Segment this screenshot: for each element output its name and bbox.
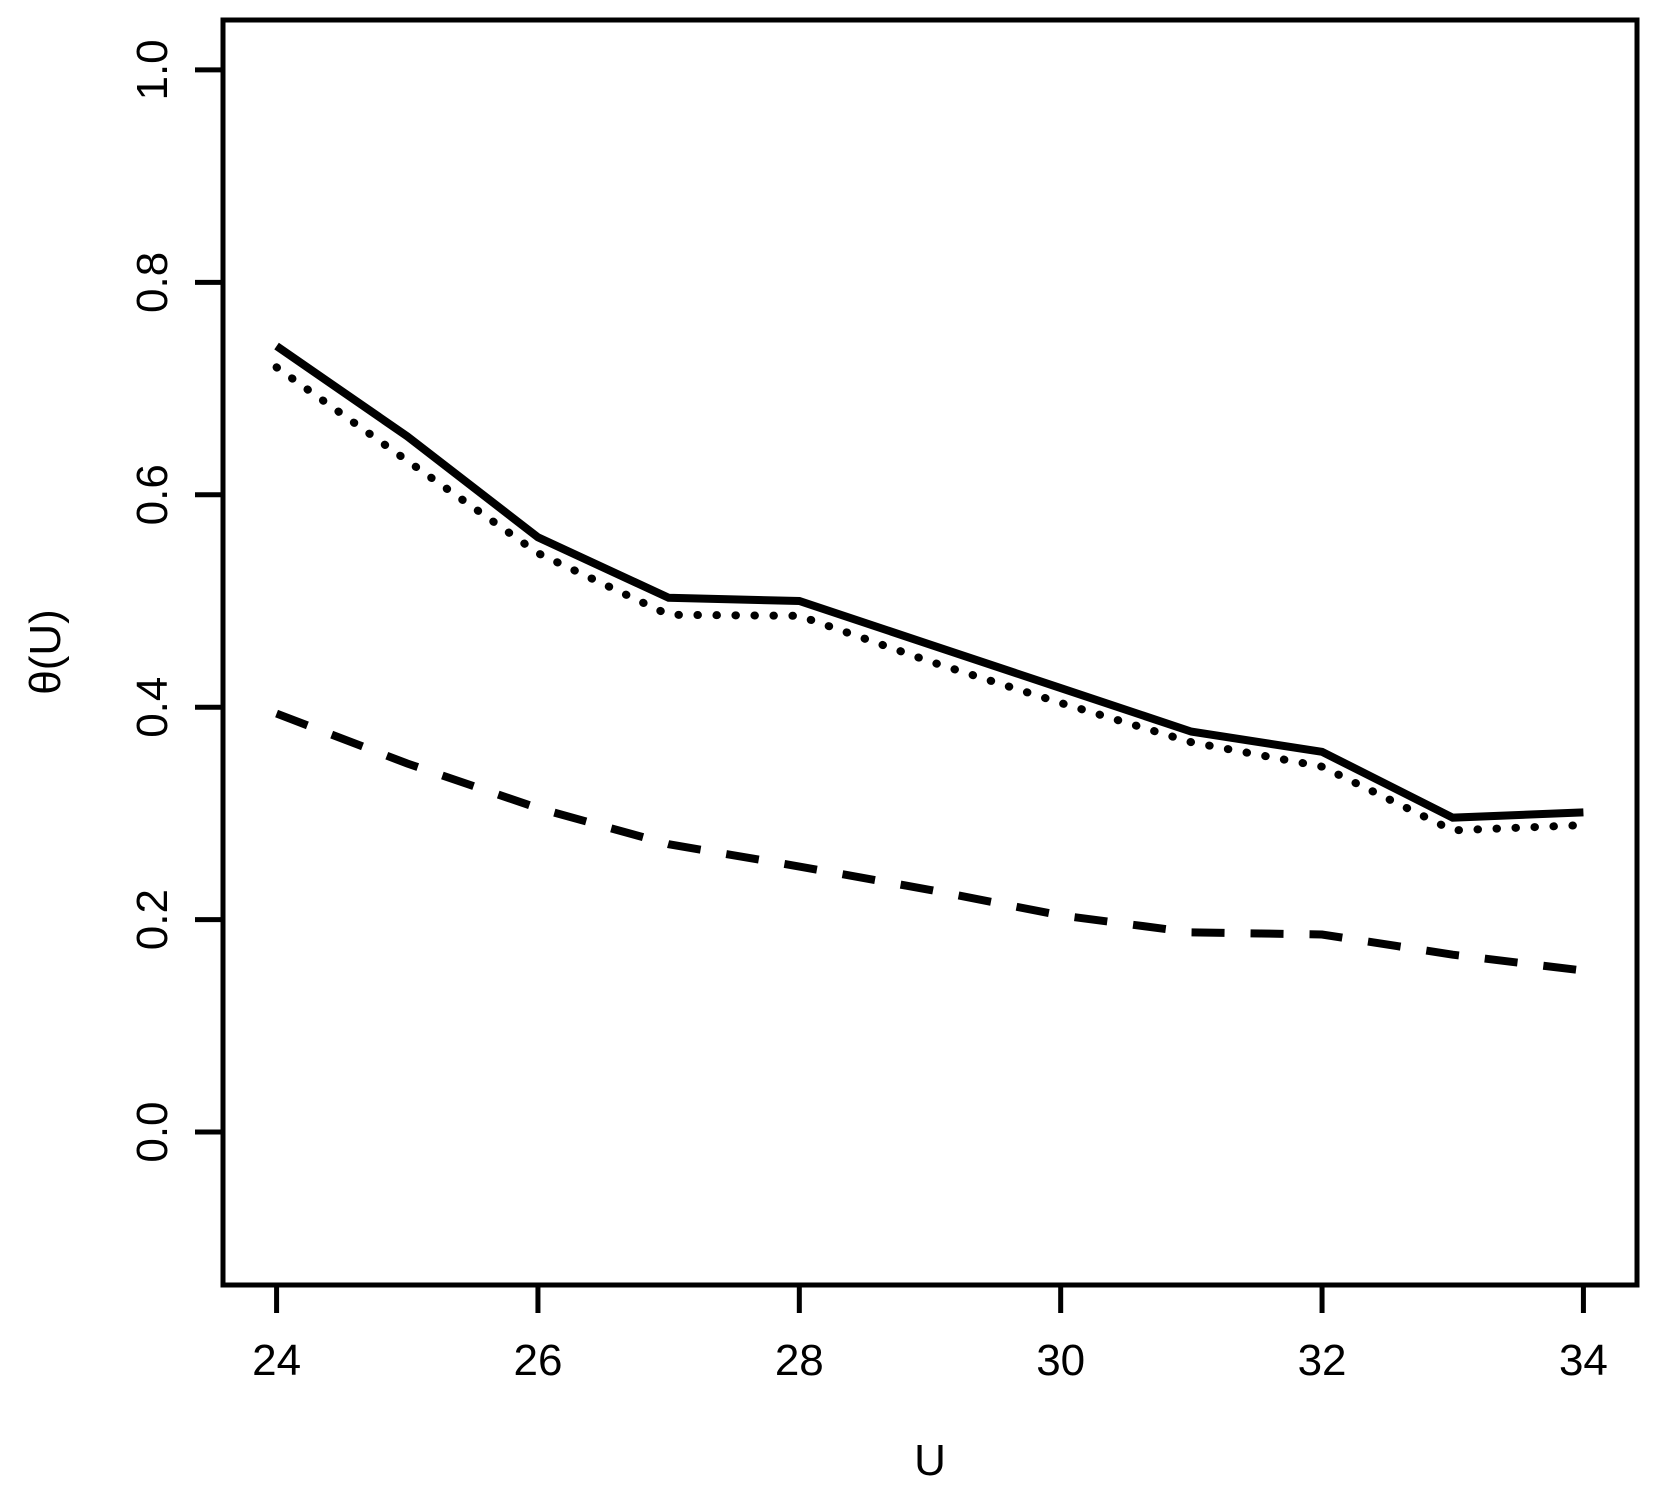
x-tick-label: 24 [252, 1336, 301, 1385]
series-layer [272, 342, 1588, 975]
x-tick-label: 32 [1298, 1336, 1347, 1385]
plot-box [220, 17, 1640, 1288]
y-tick-label: 0.0 [128, 1101, 177, 1162]
y-tick-label: 0.8 [128, 252, 177, 313]
y-tick-label: 1.0 [128, 39, 177, 100]
dotted-line [272, 363, 1588, 835]
x-tick-label: 30 [1036, 1336, 1085, 1385]
x-tick-label: 26 [513, 1336, 562, 1385]
y-axis-label: θ(U) [21, 609, 70, 695]
axes-layer: 24 26 28 30 32 34 0.0 0.2 0.4 0.6 0.8 1.0 [128, 39, 1608, 1385]
x-tick-label: 28 [775, 1336, 824, 1385]
solid-line [274, 342, 1584, 822]
y-tick-label: 0.2 [128, 889, 177, 950]
y-tick-label: 0.6 [128, 464, 177, 525]
y-tick-label: 0.4 [128, 677, 177, 738]
x-tick-label: 34 [1559, 1336, 1608, 1385]
x-axis-label: U [914, 1436, 946, 1485]
dashed-line [275, 709, 1584, 975]
